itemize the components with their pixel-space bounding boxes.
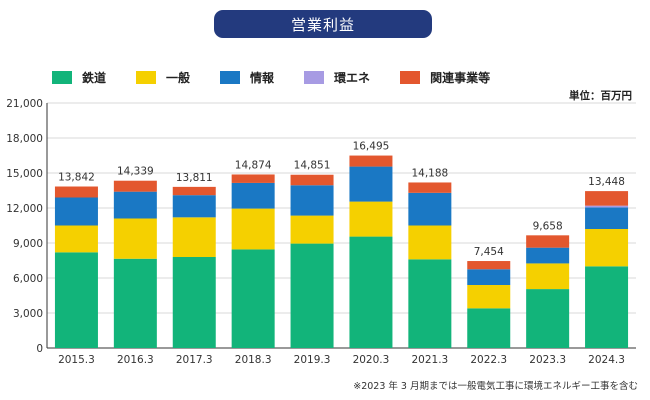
bar-segment [113, 258, 157, 348]
bar-segment [585, 266, 629, 348]
legend: 鉄道 一般 情報 環エネ 関連事業等 [52, 69, 520, 86]
bar-segment [349, 236, 393, 348]
bar-segment [526, 247, 570, 264]
bar-segment [526, 263, 570, 290]
bar-segment [585, 207, 629, 229]
bar-segment [467, 269, 511, 285]
legend-label-railway: 鉄道 [82, 71, 107, 85]
x-tick-label: 2016.3 [117, 354, 154, 366]
bar-segment [467, 285, 511, 309]
bar-segment [526, 289, 570, 348]
bar-segment [585, 191, 629, 206]
bar-segment [113, 180, 157, 192]
legend-label-info: 情報 [250, 71, 275, 85]
legend-item-general: 一般 [136, 69, 190, 86]
legend-swatch-related [400, 71, 421, 84]
bar-segment [172, 195, 216, 218]
bar-total-label: 14,339 [117, 166, 154, 178]
legend-item-railway: 鉄道 [52, 69, 106, 86]
legend-label-env-energy: 環エネ [334, 71, 371, 85]
x-tick-label: 2018.3 [235, 354, 272, 366]
legend-swatch-info [220, 71, 241, 84]
x-tick-label: 2019.3 [294, 354, 331, 366]
bar-segment [172, 217, 216, 257]
bar-segment [467, 261, 511, 270]
bar-segment [349, 155, 393, 167]
y-tick-label: 9,000 [13, 238, 43, 250]
y-tick-label: 18,000 [6, 133, 43, 145]
bar-total-label: 14,874 [235, 159, 272, 171]
bar-segment [349, 201, 393, 237]
bar-segment [113, 218, 157, 259]
bar-segment [231, 182, 275, 209]
x-tick-label: 2015.3 [58, 354, 95, 366]
legend-swatch-railway [52, 71, 72, 84]
y-tick-label: 21,000 [6, 98, 43, 110]
bar-total-label: 14,188 [411, 167, 448, 179]
bar-segment [54, 252, 98, 348]
legend-swatch-env-energy [304, 71, 325, 84]
bar-segment [290, 174, 334, 186]
bar-segment [290, 185, 334, 216]
bar-segment [349, 166, 393, 202]
footnote: ※2023 年 3 月期までは一般電気工事に環境エネルギー工事を含む [353, 381, 638, 392]
legend-item-env-energy: 環エネ [304, 69, 370, 86]
x-tick-label: 2017.3 [176, 354, 213, 366]
bar-total-label: 13,448 [588, 176, 625, 188]
bar-segment [290, 215, 334, 244]
bar-segment [526, 235, 570, 248]
bar-segment [231, 174, 275, 183]
y-tick-label: 12,000 [6, 203, 43, 215]
bar-segment [290, 243, 334, 348]
bar-segment [467, 308, 511, 348]
y-tick-label: 15,000 [6, 168, 43, 180]
bar-segment [408, 259, 452, 348]
bar-segment [585, 229, 629, 267]
chart-title: 営業利益 [214, 10, 432, 38]
bar-segment [231, 249, 275, 348]
bar-segment [172, 257, 216, 348]
bar-segment [54, 225, 98, 253]
bar-total-label: 7,454 [474, 246, 504, 258]
bar-segment [408, 182, 452, 193]
bar-segment [231, 208, 275, 250]
bar-total-label: 9,658 [533, 220, 563, 232]
bar-total-label: 16,495 [353, 141, 390, 153]
x-tick-label: 2023.3 [529, 354, 566, 366]
y-tick-label: 6,000 [13, 273, 43, 285]
bar-segment [54, 197, 98, 226]
bar-total-label: 13,811 [176, 172, 213, 184]
y-tick-label: 3,000 [13, 308, 43, 320]
y-tick-label: 0 [36, 343, 43, 355]
x-tick-label: 2024.3 [588, 354, 625, 366]
bar-segment [113, 191, 157, 219]
bar-segment [408, 192, 452, 226]
bar-segment [585, 205, 629, 208]
bar-segment [408, 225, 452, 260]
legend-swatch-general [136, 71, 157, 84]
legend-item-related: 関連事業等 [400, 69, 490, 86]
bar-segment [172, 186, 216, 196]
legend-item-info: 情報 [220, 69, 274, 86]
bar-total-label: 14,851 [294, 160, 331, 172]
unit-label: 単位：百万円 [569, 90, 632, 102]
bar-total-label: 13,842 [58, 172, 95, 184]
x-tick-label: 2021.3 [411, 354, 448, 366]
legend-label-general: 一般 [166, 71, 191, 85]
x-tick-label: 2020.3 [353, 354, 390, 366]
bar-segment [54, 186, 98, 198]
x-tick-label: 2022.3 [470, 354, 507, 366]
legend-label-related: 関連事業等 [430, 71, 491, 85]
